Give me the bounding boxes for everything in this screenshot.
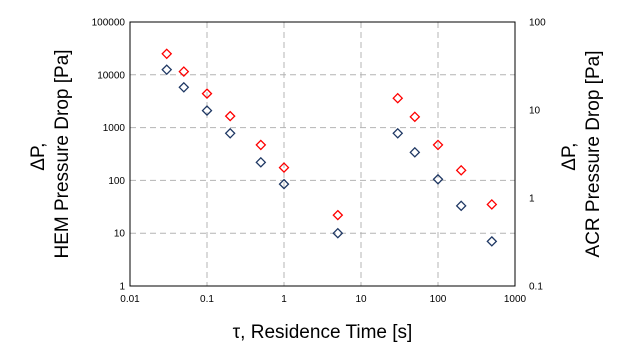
- y-left-tick-label: 10: [114, 229, 126, 240]
- y-left-tick-label: 100000: [92, 18, 126, 29]
- y-right-tick-label: 100: [529, 18, 546, 29]
- y-axis-right-label-line1: ΔP,: [559, 143, 580, 171]
- series-1-marker: [178, 81, 190, 93]
- x-axis-label: τ, Residence Time [s]: [233, 322, 413, 343]
- series-1-marker: [201, 105, 213, 117]
- series-1-marker: [332, 227, 344, 239]
- x-tick-label: 0.01: [120, 294, 140, 305]
- data-markers: [161, 48, 498, 247]
- series-2-marker: [161, 48, 173, 60]
- series-1-marker: [255, 156, 267, 168]
- series-1-marker: [409, 146, 421, 158]
- series-1-marker: [224, 127, 236, 139]
- y-left-tick-label: 100: [108, 176, 125, 187]
- x-tick-label: 0.1: [200, 294, 214, 305]
- x-tick-label: 1000: [504, 294, 527, 305]
- series-2-marker: [409, 111, 421, 123]
- series-2-marker: [332, 209, 344, 221]
- y-left-tick-label: 1000: [103, 123, 126, 134]
- series-1-marker: [455, 200, 467, 212]
- series-1-marker: [392, 127, 404, 139]
- series-2-marker: [255, 139, 267, 151]
- tick-labels: 0.01 0.1 1 10 100 1000 1 10 100 1000 10000 100000 0.…: [92, 18, 546, 306]
- series-1-marker: [161, 64, 173, 76]
- y-left-tick-label: 10000: [97, 70, 125, 81]
- series-2-marker: [432, 139, 444, 151]
- series-2-marker: [178, 66, 190, 78]
- y-left-tick-label: 1: [119, 282, 125, 293]
- y-right-tick-label: 0.1: [529, 282, 543, 293]
- y-axis-left-label: ΔP, HEM Pressure Drop [Pa]: [28, 49, 73, 258]
- series-1-marker: [278, 178, 290, 190]
- series-2-marker: [201, 88, 213, 100]
- series-2-marker: [392, 92, 404, 104]
- y-axis-right-label: ΔP, ACR Pressure Drop [Pa]: [559, 51, 604, 258]
- y-axis-left-label-line2: HEM Pressure Drop [Pa]: [52, 49, 73, 258]
- y-right-tick-label: 10: [529, 106, 541, 117]
- x-tick-label: 10: [355, 294, 367, 305]
- series-2-marker: [486, 199, 498, 210]
- x-tick-label: 100: [430, 294, 447, 305]
- plot-area: [129, 21, 516, 287]
- x-tick-label: 1: [281, 294, 287, 305]
- y-right-tick-label: 1: [529, 194, 535, 205]
- y-axis-right-label-line2: ACR Pressure Drop [Pa]: [583, 51, 604, 258]
- grid-lines: [130, 22, 515, 286]
- series-1-marker: [432, 173, 444, 185]
- series-1-marker: [486, 235, 498, 247]
- series-2-marker: [224, 110, 236, 122]
- y-axis-left-label-line1: ΔP,: [28, 143, 49, 171]
- series-2-marker: [455, 164, 467, 176]
- series-2-marker: [278, 162, 290, 173]
